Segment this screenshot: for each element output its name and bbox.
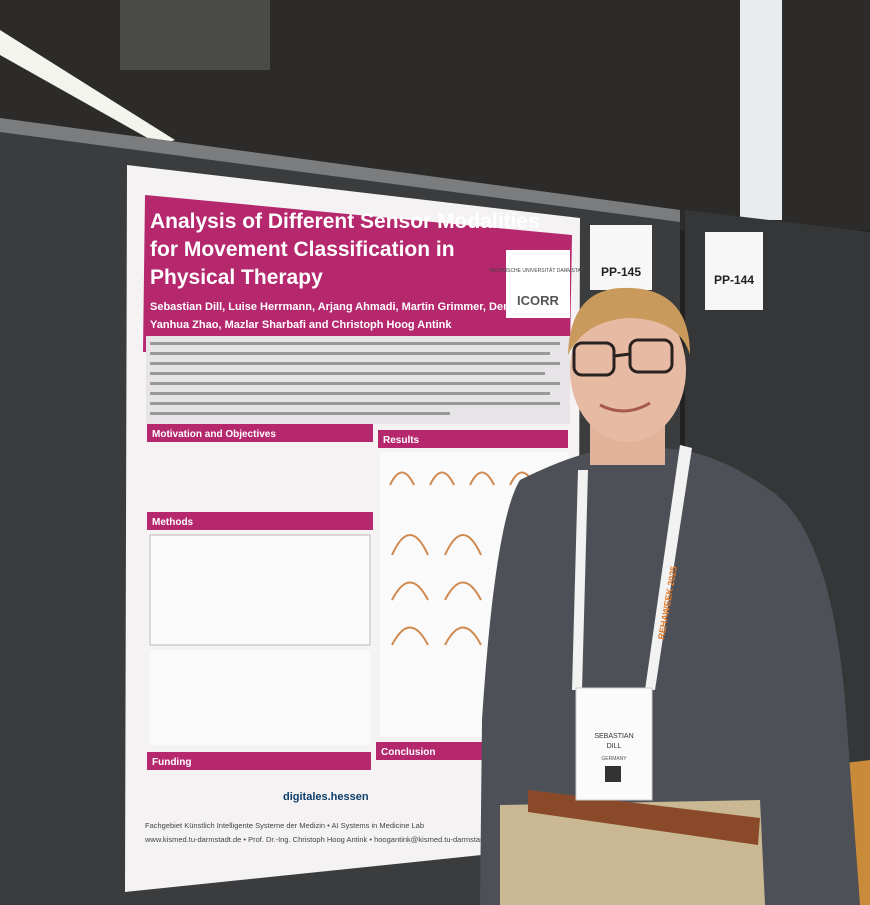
section-title: Results [383,435,420,446]
badge-name: SEBASTIAN [594,733,633,740]
method-diagram [149,534,371,646]
poster-title: Physical Therapy [150,266,323,289]
logo: TECHNISCHE UNIVERSITÄT DARMSTADT [489,267,588,274]
ceiling-light [0,30,175,145]
lanyard-strap [572,470,588,690]
glasses [572,338,674,377]
abstract-lines [150,342,560,415]
lanyard-strap [645,445,692,690]
belt [528,790,760,845]
shirt [480,448,860,905]
window-light [740,0,782,220]
badge-country: GERMANY [601,756,627,762]
poster-authors: Sebastian Dill, Luise Herrmann, Arjang A… [150,301,562,313]
section-title: Conclusion [381,747,435,758]
poster-authors: Yanhua Zhao, Mazlar Sharbafi and Christo… [150,319,452,331]
section-header [378,430,568,448]
poster-title: Analysis of Different Sensor Modalities [150,210,540,233]
booth-sign [705,232,763,310]
booth-number: PP-144 [714,273,754,287]
section-header [376,742,486,760]
section-title: Funding [152,757,191,768]
poster-title: for Movement Classification in [150,238,455,261]
poster-header [143,195,572,352]
poster-footer: www.kismed.tu-darmstadt.de • Prof. Dr.-I… [144,835,497,844]
badge-name: DILL [607,743,622,750]
section-title: Motivation and Objectives [152,429,276,440]
method-figure [150,650,370,745]
booth-sign [590,225,652,290]
funding-logo: digitales.hessen [283,791,369,803]
section-header [147,752,371,770]
section-header [147,512,373,530]
section-header [147,424,373,442]
booth-number: PP-145 [601,265,641,279]
result-curves [389,471,535,646]
abstract-box [146,336,570,424]
ceiling-vent [120,0,270,70]
logo-box [506,250,570,318]
poster-footer: Fachgebiet Künstlich Intelligente System… [145,821,424,830]
logo: ICORR [517,293,560,308]
section-title: Methods [152,517,194,528]
face [570,298,686,442]
wall-frame [0,118,680,222]
hair [568,287,690,355]
mouth [599,401,651,413]
badge-qr [605,766,621,782]
